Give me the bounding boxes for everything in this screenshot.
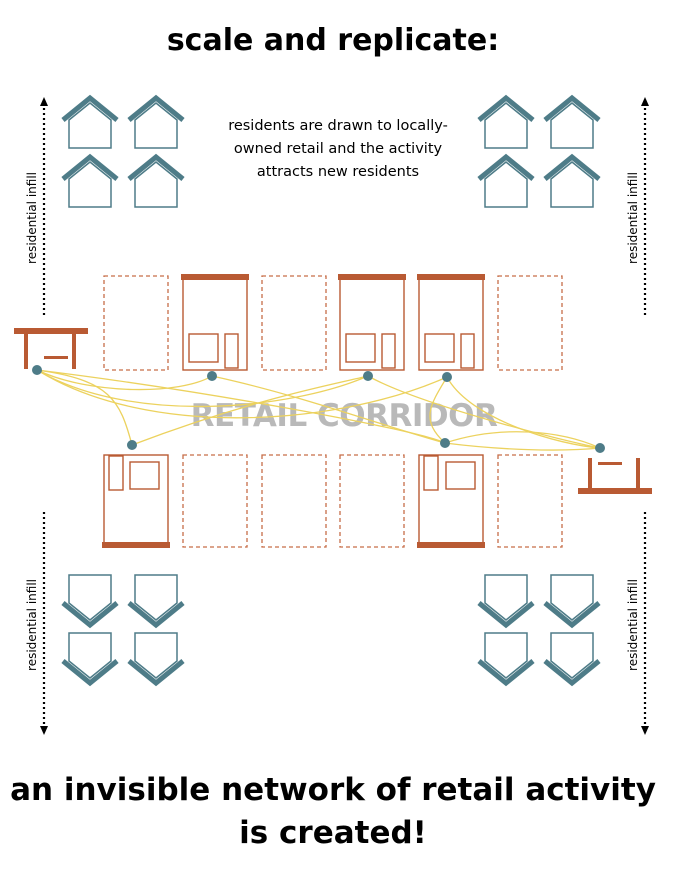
vacant-lot	[182, 454, 248, 548]
arrow-down-icon	[641, 726, 649, 735]
house-icon	[63, 98, 117, 148]
conclusion-line-1: an invisible network of retail activity	[10, 772, 656, 808]
house-icon	[479, 157, 533, 207]
vacant-lot	[103, 275, 169, 371]
caption-line-1: residents are drawn to locally-	[228, 118, 448, 134]
network-link	[444, 431, 601, 449]
vacant-lot	[261, 275, 327, 371]
retail-shop	[102, 454, 170, 548]
caption-line-2: owned retail and the activity	[234, 141, 443, 157]
label-residential-infill-top-right: residential infill	[626, 172, 640, 264]
house-icon	[63, 157, 117, 207]
network-link	[444, 442, 601, 451]
retail-corridor-label: RETAIL CORRIDOR	[191, 398, 498, 434]
network-link	[446, 376, 601, 449]
house-cluster-bottom-right	[479, 575, 599, 683]
residential-infill-arrows	[42, 108, 647, 724]
retail-shop	[338, 274, 406, 371]
house-icon	[129, 98, 183, 148]
market-stall-right	[578, 458, 652, 494]
network-link	[367, 375, 601, 449]
house-icon	[545, 575, 599, 625]
retail-network-nodes	[32, 365, 605, 453]
house-icon	[545, 98, 599, 148]
vacant-lot	[261, 454, 327, 548]
house-icon	[545, 157, 599, 207]
arrow-up-icon	[641, 97, 649, 106]
house-icon	[479, 575, 533, 625]
network-link	[36, 369, 369, 408]
house-icon	[129, 575, 183, 625]
network-link	[211, 375, 446, 444]
caption-line-3: attracts new residents	[257, 164, 419, 180]
house-cluster-top-left	[63, 98, 183, 207]
label-residential-infill-top-left: residential infill	[25, 172, 39, 264]
diagram-title: scale and replicate:	[167, 23, 499, 58]
arrow-down-icon	[40, 726, 48, 735]
house-icon	[63, 575, 117, 625]
retail-lots-bottom-row	[102, 454, 563, 548]
house-icon	[479, 633, 533, 683]
vacant-lot	[339, 454, 405, 548]
vacant-lot	[497, 454, 563, 548]
conclusion-line-2: is created!	[239, 815, 427, 851]
retail-shop	[417, 454, 485, 548]
house-icon	[63, 633, 117, 683]
network-node	[442, 372, 452, 382]
house-cluster-bottom-left	[63, 575, 183, 683]
house-icon	[129, 157, 183, 207]
network-node	[207, 371, 217, 381]
market-stall-left	[14, 328, 88, 369]
network-node	[440, 438, 450, 448]
house-icon	[545, 633, 599, 683]
network-node	[32, 365, 42, 375]
house-cluster-top-right	[479, 98, 599, 207]
retail-network-lines	[36, 369, 601, 451]
network-node	[127, 440, 137, 450]
retail-lots-top-row	[103, 274, 563, 371]
network-link	[36, 369, 213, 391]
network-link	[131, 375, 369, 446]
network-node	[363, 371, 373, 381]
vacant-lot	[497, 275, 563, 371]
network-link	[429, 376, 448, 444]
label-residential-infill-bottom-left: residential infill	[25, 579, 39, 671]
retail-shop	[181, 274, 249, 371]
house-icon	[129, 633, 183, 683]
network-link	[36, 369, 448, 419]
network-link	[36, 369, 446, 444]
arrow-heads	[40, 97, 649, 735]
house-icon	[479, 98, 533, 148]
arrow-up-icon	[40, 97, 48, 106]
network-node	[595, 443, 605, 453]
label-residential-infill-bottom-right: residential infill	[626, 579, 640, 671]
retail-shop	[417, 274, 485, 371]
network-link	[36, 369, 133, 446]
